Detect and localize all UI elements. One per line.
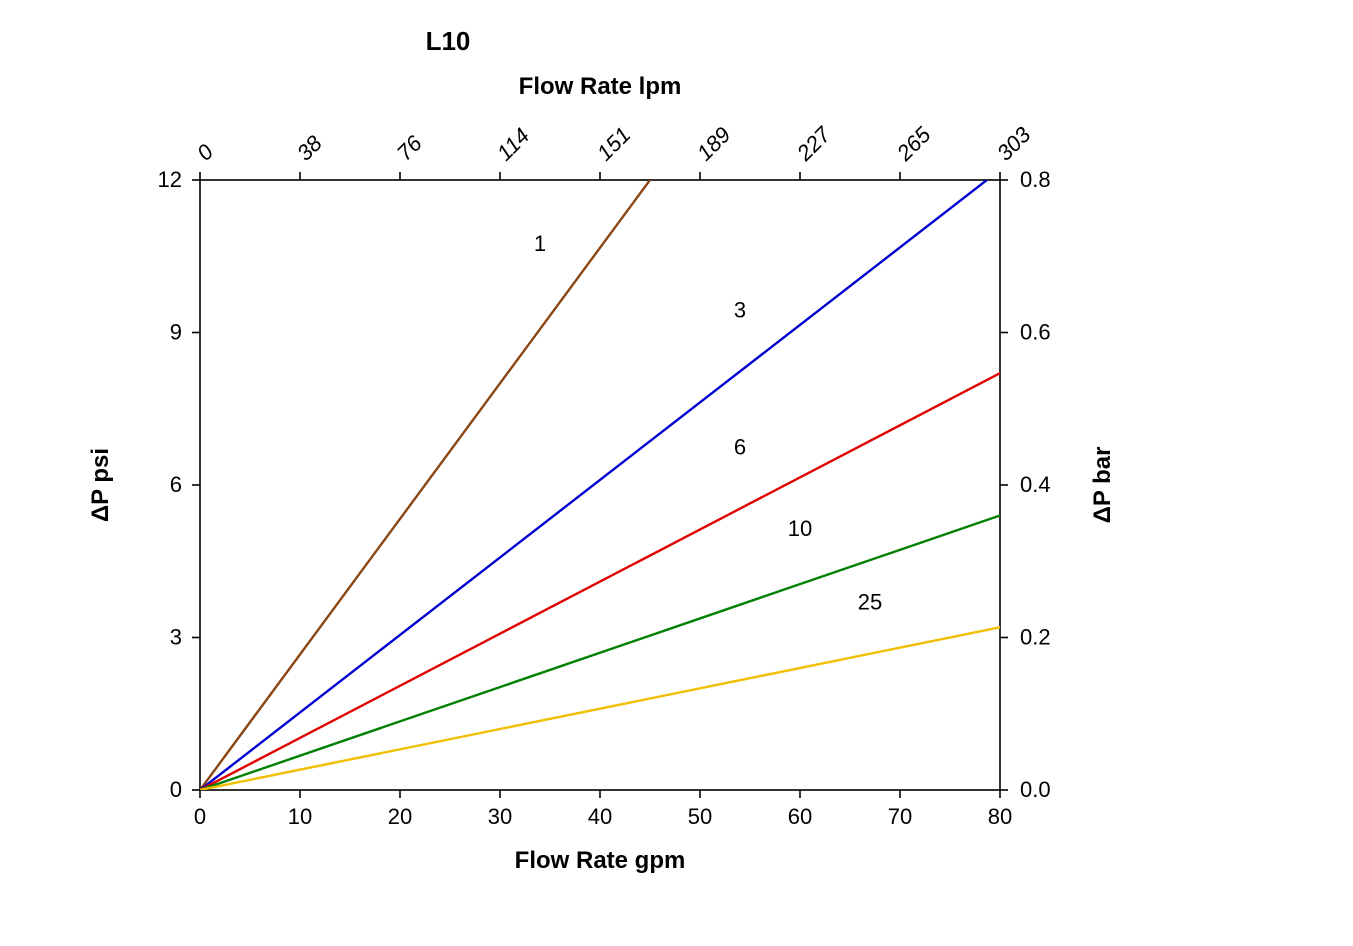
series-label-10: 10 xyxy=(788,516,812,541)
x-bottom-tick-label: 20 xyxy=(388,804,412,829)
x-bottom-tick-label: 50 xyxy=(688,804,712,829)
x-bottom-tick-label: 40 xyxy=(588,804,612,829)
x-bottom-tick-label: 70 xyxy=(888,804,912,829)
y-left-tick-label: 3 xyxy=(170,625,182,650)
chart-container: 0102030405060708003876114151189227265303… xyxy=(0,0,1353,946)
y-right-tick-label: 0.2 xyxy=(1020,625,1051,650)
series-label-1: 1 xyxy=(534,231,546,256)
y-left-tick-label: 12 xyxy=(158,167,182,192)
plot-border xyxy=(200,180,1000,790)
pressure-flow-chart: 0102030405060708003876114151189227265303… xyxy=(0,0,1353,946)
y-right-tick-label: 0.4 xyxy=(1020,472,1051,497)
y-left-tick-label: 9 xyxy=(170,320,182,345)
series-label-3: 3 xyxy=(734,297,746,322)
x-top-tick-label: 0 xyxy=(192,139,219,166)
y-left-tick-label: 0 xyxy=(170,777,182,802)
y-right-tick-label: 0.8 xyxy=(1020,167,1051,192)
series-group xyxy=(200,170,1000,790)
x-top-tick-label: 38 xyxy=(292,130,328,166)
x-top-axis-title: Flow Rate lpm xyxy=(519,73,682,100)
x-top-tick-label: 227 xyxy=(791,121,836,166)
y-right-tick-label: 0.0 xyxy=(1020,777,1051,802)
x-bottom-tick-label: 0 xyxy=(194,804,206,829)
x-bottom-tick-label: 60 xyxy=(788,804,812,829)
chart-title: L10 xyxy=(426,26,471,56)
series-line-1 xyxy=(200,180,650,790)
series-label-6: 6 xyxy=(734,435,746,460)
x-bottom-tick-label: 80 xyxy=(988,804,1012,829)
y-right-axis-title: ΔP bar xyxy=(1089,447,1116,524)
x-top-tick-label: 151 xyxy=(592,122,636,166)
x-bottom-tick-label: 10 xyxy=(288,804,312,829)
x-top-tick-label: 265 xyxy=(891,121,936,166)
y-left-tick-label: 6 xyxy=(170,472,182,497)
x-top-tick-label: 114 xyxy=(492,123,534,165)
y-right-tick-label: 0.6 xyxy=(1020,320,1051,345)
series-line-3 xyxy=(200,170,1000,790)
series-line-6 xyxy=(200,373,1000,790)
x-top-tick-label: 76 xyxy=(392,130,428,166)
x-bottom-tick-label: 30 xyxy=(488,804,512,829)
x-top-tick-label: 189 xyxy=(692,122,736,166)
series-label-25: 25 xyxy=(858,590,882,615)
x-bottom-axis-title: Flow Rate gpm xyxy=(515,847,686,874)
y-left-axis-title: ΔP psi xyxy=(87,448,114,522)
x-top-tick-label: 303 xyxy=(992,121,1036,165)
